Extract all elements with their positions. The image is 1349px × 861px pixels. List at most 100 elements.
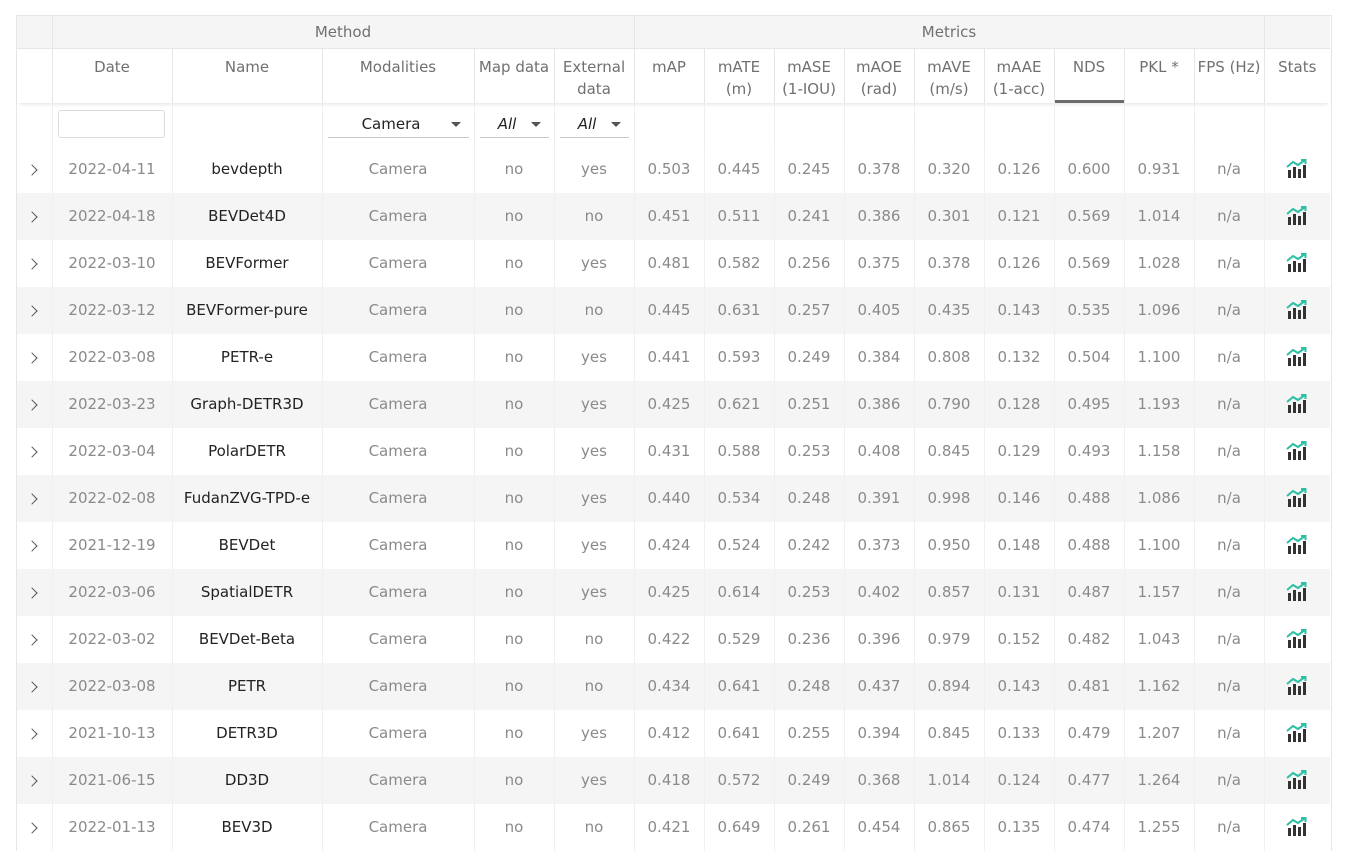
map-cell: 0.431 <box>634 427 705 475</box>
stats-button[interactable] <box>1264 756 1331 804</box>
nds-cell: 0.477 <box>1054 756 1125 804</box>
pkl-cell: 1.096 <box>1124 286 1195 334</box>
stats-chart-icon <box>1286 394 1307 413</box>
name-cell: DD3D <box>172 756 323 804</box>
table-row[interactable]: 2022-03-04 PolarDETR Camera no yes 0.431 0.588… <box>17 427 1331 475</box>
stats-button[interactable] <box>1264 615 1331 663</box>
expand-row-button[interactable] <box>17 709 53 757</box>
modalities-cell: Camera <box>322 380 475 428</box>
stats-chart-icon <box>1286 347 1307 366</box>
column-header-nds[interactable]: NDS <box>1054 48 1125 103</box>
fps-cell: n/a <box>1194 756 1265 804</box>
stats-button[interactable] <box>1264 286 1331 334</box>
stats-button[interactable] <box>1264 662 1331 710</box>
modalities-cell: Camera <box>322 756 475 804</box>
stats-button[interactable] <box>1264 239 1331 287</box>
maae-cell: 0.146 <box>984 474 1055 522</box>
modalities-cell: Camera <box>322 427 475 475</box>
table-row[interactable]: 2021-12-19 BEVDet Camera no yes 0.424 0.524 0.2… <box>17 521 1331 569</box>
external-data-cell: yes <box>554 709 635 757</box>
modalities-cell: Camera <box>322 709 475 757</box>
pkl-cell: 1.157 <box>1124 568 1195 616</box>
map-cell: 0.451 <box>634 192 705 240</box>
external-data-filter-select[interactable]: All <box>559 110 629 138</box>
table-row[interactable]: 2022-03-08 PETR-e Camera no yes 0.441 0.593 0.2… <box>17 333 1331 381</box>
table-row[interactable]: 2022-03-23 Graph-DETR3D Camera no yes 0.425 0.… <box>17 380 1331 428</box>
expand-row-button[interactable] <box>17 192 53 240</box>
stats-button[interactable] <box>1264 380 1331 428</box>
stats-button[interactable] <box>1264 333 1331 381</box>
table-row[interactable]: 2022-04-18 BEVDet4D Camera no no 0.451 0.511 0.… <box>17 192 1331 240</box>
maoe-cell: 0.386 <box>844 192 915 240</box>
column-header-mase[interactable]: mASE (1-IOU) <box>774 48 845 103</box>
table-row[interactable]: 2022-01-13 BEV3D Camera no no 0.421 0.649 0.261… <box>17 803 1331 851</box>
table-row[interactable]: 2022-02-08 FudanZVG-TPD-e Camera no yes 0.440… <box>17 474 1331 522</box>
mase-cell: 0.253 <box>774 427 845 475</box>
column-header-expander <box>17 48 53 103</box>
stats-button[interactable] <box>1264 474 1331 522</box>
expand-row-button[interactable] <box>17 380 53 428</box>
mave-cell: 1.014 <box>914 756 985 804</box>
expand-row-button[interactable] <box>17 521 53 569</box>
expand-row-button[interactable] <box>17 333 53 381</box>
table-row[interactable]: 2022-03-08 PETR Camera no no 0.434 0.641 0.248 0… <box>17 662 1331 710</box>
expand-row-button[interactable] <box>17 662 53 710</box>
column-header-external-data[interactable]: External data <box>554 48 635 103</box>
column-header-name[interactable]: Name <box>172 48 323 103</box>
column-header-map-data[interactable]: Map data <box>474 48 555 103</box>
column-header-pkl[interactable]: PKL * <box>1124 48 1195 103</box>
chevron-right-icon <box>26 399 38 411</box>
filter-row: Camera All All <box>17 102 1330 146</box>
column-header-date[interactable]: Date <box>52 48 173 103</box>
mate-cell: 0.572 <box>704 756 775 804</box>
expand-row-button[interactable] <box>17 286 53 334</box>
filter-cell-empty <box>634 102 705 146</box>
modalities-cell: Camera <box>322 568 475 616</box>
stats-button[interactable] <box>1264 803 1331 851</box>
expand-row-button[interactable] <box>17 615 53 663</box>
table-row[interactable]: 2021-06-15 DD3D Camera no yes 0.418 0.572 0.249… <box>17 756 1331 804</box>
chevron-right-icon <box>26 305 38 317</box>
table-row[interactable]: 2022-03-06 SpatialDETR Camera no yes 0.425 0.6… <box>17 568 1331 616</box>
stats-button[interactable] <box>1264 192 1331 240</box>
chevron-right-icon <box>26 728 38 740</box>
expand-row-button[interactable] <box>17 568 53 616</box>
pkl-cell: 1.162 <box>1124 662 1195 710</box>
table-row[interactable]: 2022-03-12 BEVFormer-pure Camera no no 0.445 0… <box>17 286 1331 334</box>
column-header-stats[interactable]: Stats <box>1278 58 1317 76</box>
expand-row-button[interactable] <box>17 239 53 287</box>
stats-button[interactable] <box>1264 521 1331 569</box>
date-filter-input[interactable] <box>57 110 165 138</box>
column-header-mate[interactable]: mATE (m) <box>704 48 775 103</box>
stats-button[interactable] <box>1264 709 1331 757</box>
expand-row-button[interactable] <box>17 756 53 804</box>
stats-chart-icon <box>1286 488 1307 507</box>
column-header-modalities[interactable]: Modalities <box>322 48 475 103</box>
column-header-mave[interactable]: mAVE (m/s) <box>914 48 985 103</box>
name-cell: DETR3D <box>172 709 323 757</box>
table-row[interactable]: 2022-03-02 BEVDet-Beta Camera no no 0.422 0.52… <box>17 615 1331 663</box>
table-row[interactable]: 2021-10-13 DETR3D Camera no yes 0.412 0.641 0.2… <box>17 709 1331 757</box>
table-row[interactable]: 2022-03-10 BEVFormer Camera no yes 0.481 0.582… <box>17 239 1331 287</box>
expand-row-button[interactable] <box>17 474 53 522</box>
mate-cell: 0.641 <box>704 662 775 710</box>
modalities-filter-select[interactable]: Camera <box>327 110 469 138</box>
mase-cell: 0.256 <box>774 239 845 287</box>
column-header-maae[interactable]: mAAE (1-acc) <box>984 48 1055 103</box>
column-header-maoe[interactable]: mAOE (rad) <box>844 48 915 103</box>
expand-row-button[interactable] <box>17 803 53 851</box>
stats-button[interactable] <box>1264 145 1331 193</box>
fps-cell: n/a <box>1194 427 1265 475</box>
name-cell: BEVFormer-pure <box>172 286 323 334</box>
stats-button[interactable] <box>1264 427 1331 475</box>
map-data-filter-select[interactable]: All <box>479 110 549 138</box>
modalities-cell: Camera <box>322 803 475 851</box>
column-header-fps[interactable]: FPS (Hz) <box>1194 48 1265 103</box>
name-cell: bevdepth <box>172 145 323 193</box>
expand-row-button[interactable] <box>17 145 53 193</box>
column-header-map[interactable]: mAP <box>634 48 705 103</box>
map-data-cell: no <box>474 662 555 710</box>
stats-button[interactable] <box>1264 568 1331 616</box>
table-row[interactable]: 2022-04-11 bevdepth Camera no yes 0.503 0.445 0… <box>17 145 1331 193</box>
expand-row-button[interactable] <box>17 427 53 475</box>
